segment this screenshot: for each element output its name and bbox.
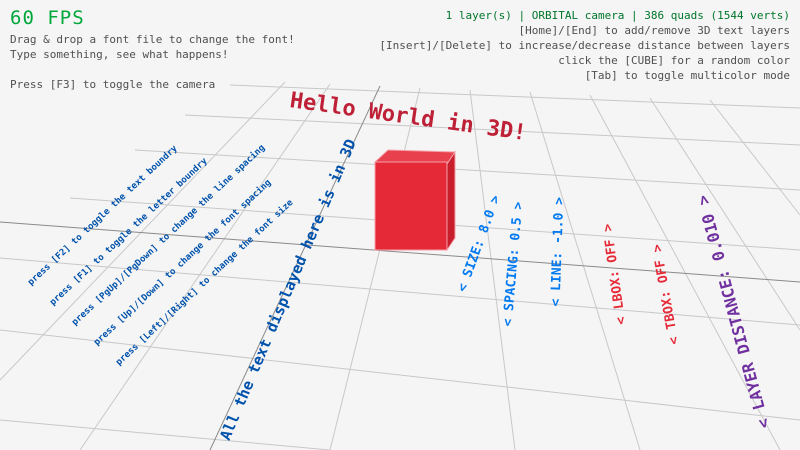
help-text-camera: Press [F3] to toggle the camera xyxy=(10,78,216,91)
help-text-multicolor: [Tab] to toggle multicolor mode xyxy=(584,69,790,82)
grid-line xyxy=(0,419,331,450)
red-cube-front[interactable] xyxy=(374,161,448,251)
grid-line xyxy=(589,94,781,450)
help-text-distance: [Insert]/[Delete] to increase/decrease d… xyxy=(379,39,790,52)
grid-axis-z xyxy=(209,85,381,450)
grid-line xyxy=(0,81,286,381)
grid-line xyxy=(229,84,800,109)
grid-line xyxy=(184,114,800,146)
grid-line xyxy=(0,329,800,421)
help-text-drag-drop: Drag & drop a font file to change the fo… xyxy=(10,33,295,46)
grid-axis-x xyxy=(0,221,800,283)
grid-line xyxy=(0,257,800,326)
red-cube-side[interactable] xyxy=(446,150,456,252)
fps-counter: 60 FPS xyxy=(10,7,85,29)
status-text: 1 layer(s) | ORBITAL camera | 386 quads … xyxy=(445,9,790,22)
help-text-layers: [Home]/[End] to add/remove 3D text layer… xyxy=(518,24,790,37)
grid-line xyxy=(529,91,641,450)
grid-line xyxy=(79,83,331,450)
grid-line xyxy=(709,99,800,216)
help-text-cube: click the [CUBE] for a random color xyxy=(558,54,790,67)
line-spacing-setting: < LINE: -1.0 > xyxy=(548,196,568,307)
grid-line xyxy=(134,149,800,191)
help-text-type: Type something, see what happens! xyxy=(10,48,229,61)
grid-line xyxy=(649,97,800,331)
grid-line xyxy=(469,89,516,450)
red-cube[interactable] xyxy=(373,149,456,252)
grid-line xyxy=(329,87,421,450)
